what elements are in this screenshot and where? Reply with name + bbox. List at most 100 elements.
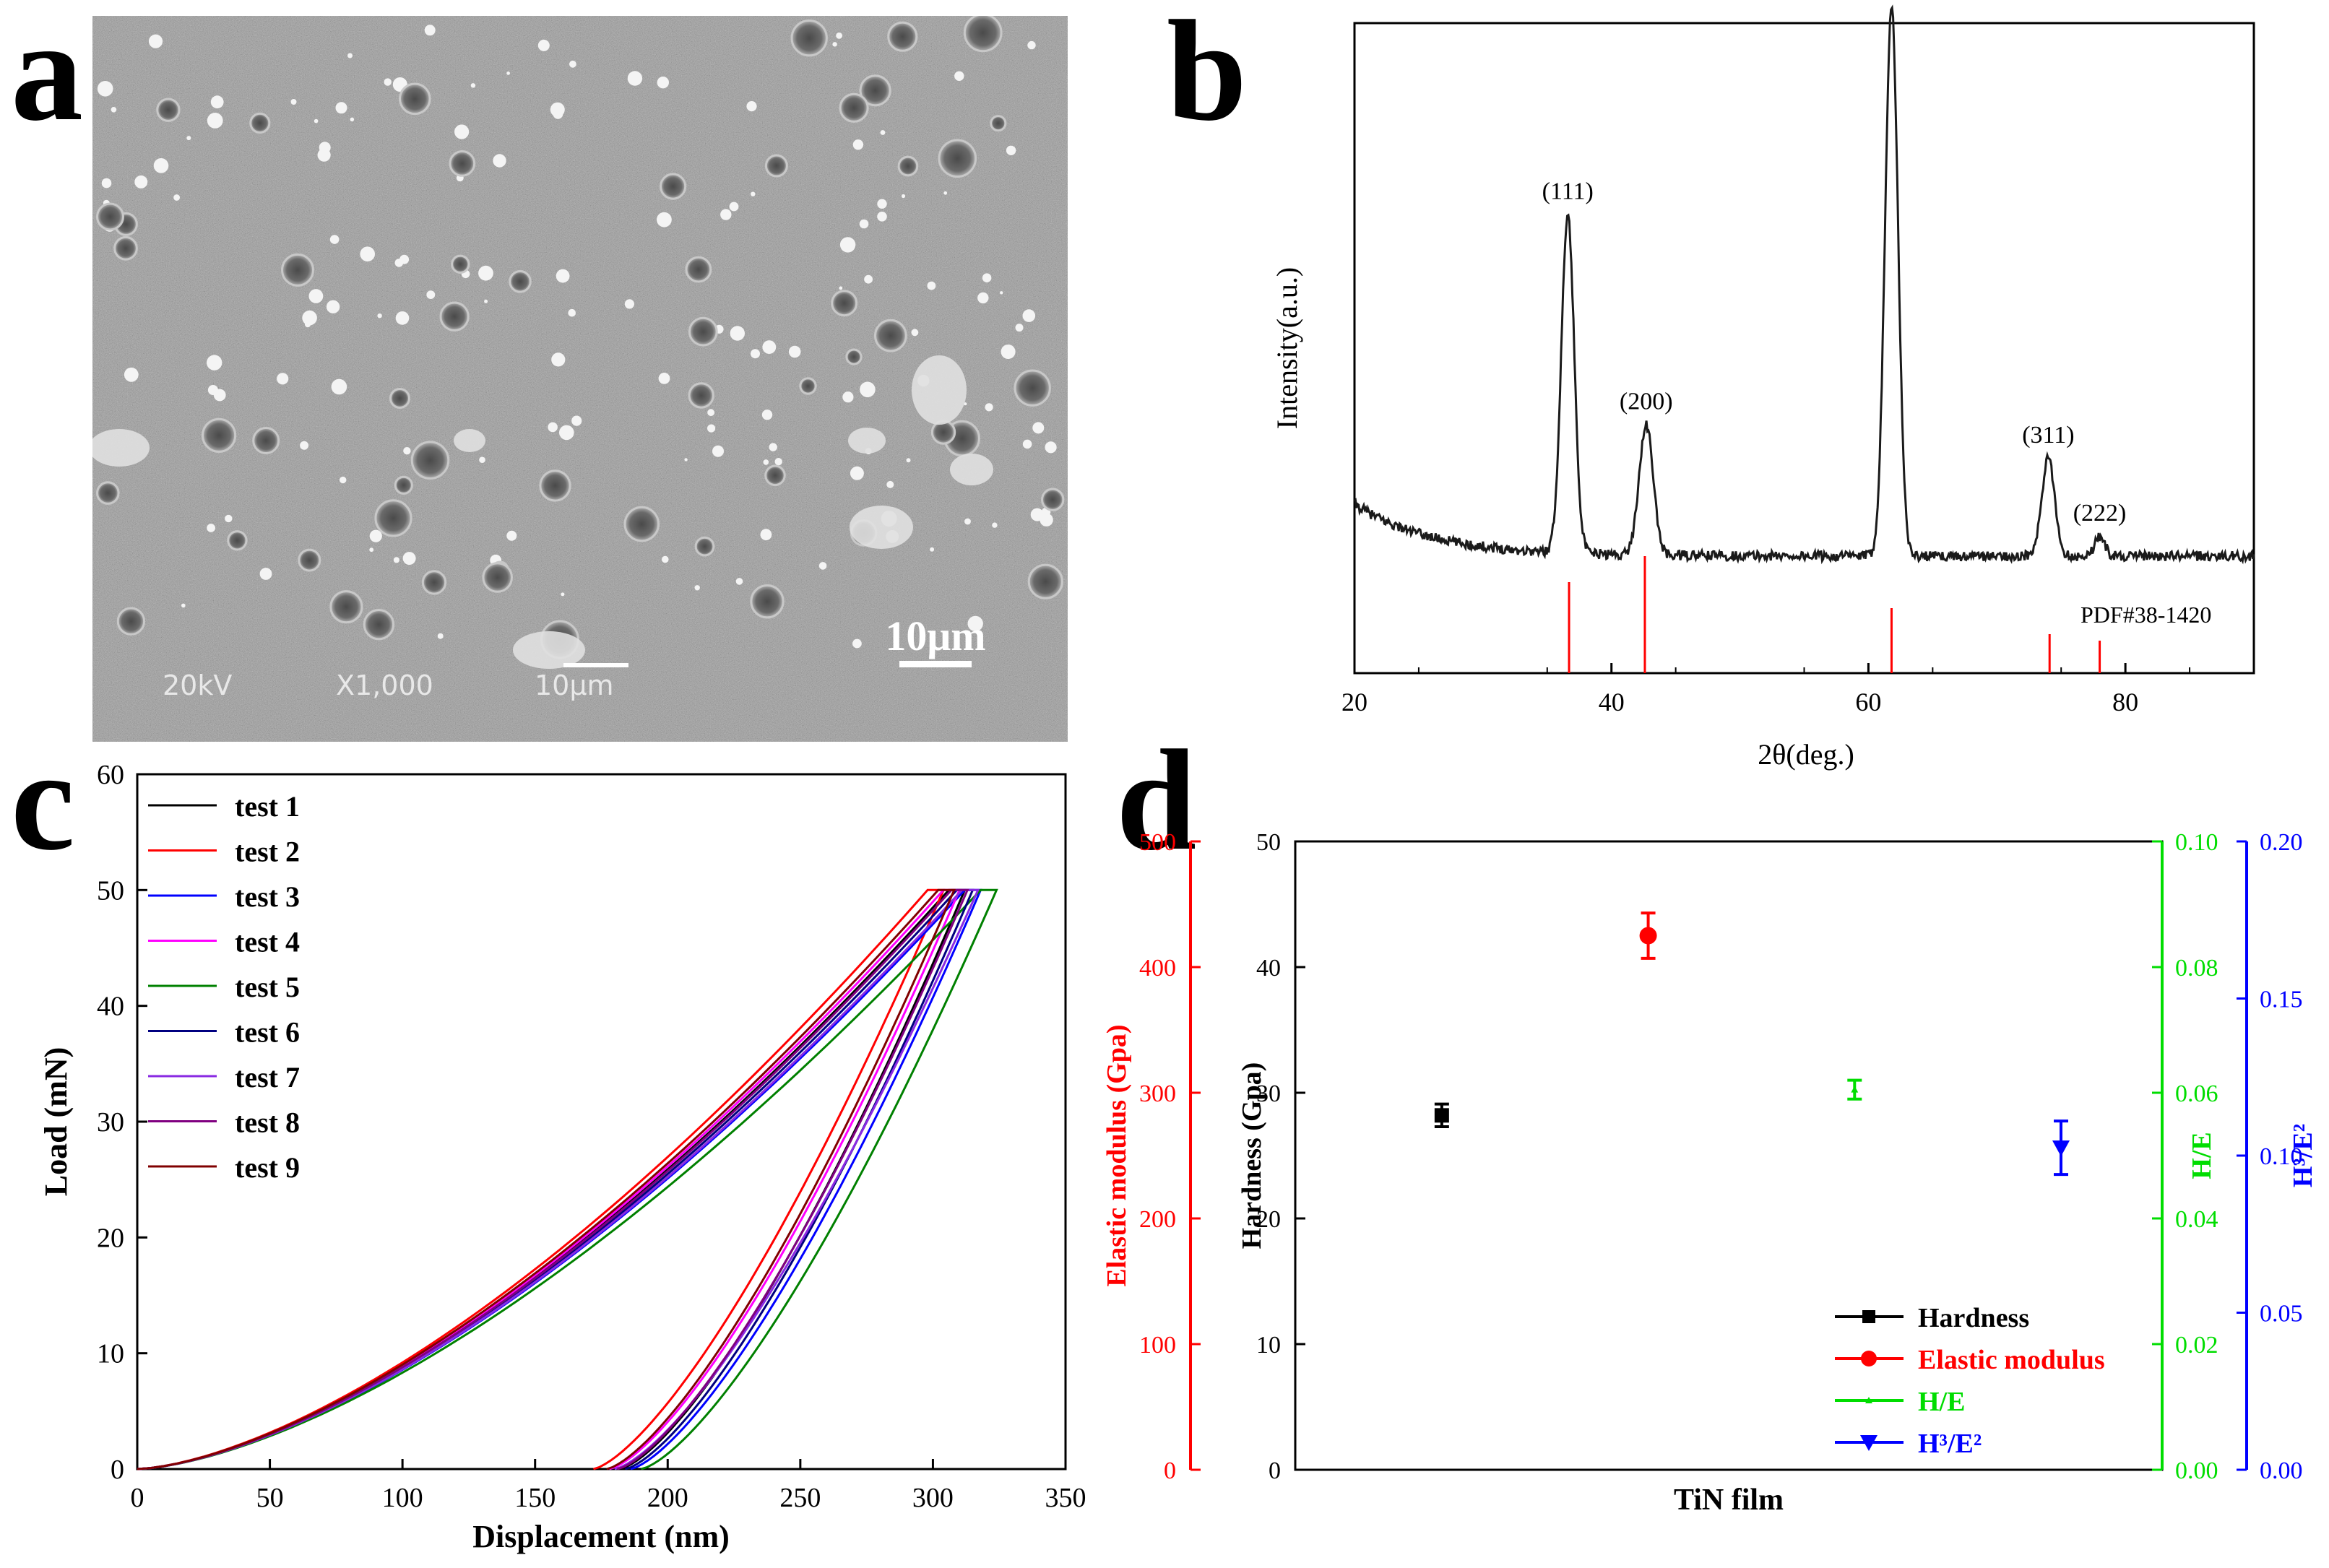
mech-legend-label: H³/E² (1918, 1429, 1982, 1459)
sem-particle (982, 273, 992, 283)
ld-x-tick-label: 0 (131, 1483, 144, 1513)
ld-x-axis-label: Displacement (nm) (472, 1519, 730, 1554)
mech-points (1434, 911, 2070, 1177)
mech-axis-tick-label: 0.15 (2260, 987, 2303, 1013)
mech-plot-frame (1294, 840, 2164, 1471)
ld-x-tick-label: 50 (256, 1483, 284, 1513)
sem-particle (730, 326, 745, 341)
sem-particle (556, 269, 570, 283)
ld-y-tick-label: 20 (97, 1223, 124, 1253)
sem-pit (859, 74, 891, 107)
sem-particle (148, 34, 163, 48)
ld-y-tick-label: 60 (97, 760, 124, 790)
ld-y-tick-label: 10 (97, 1339, 124, 1369)
mech-axes: 0 10 20 30 40 50 Hardness (Gpa) 0 100 200 300 400 50… (1102, 829, 2318, 1484)
sem-particle (852, 139, 864, 150)
sem-agglomerate (912, 355, 967, 425)
sem-particle (657, 212, 672, 228)
sem-pit (394, 475, 413, 495)
sem-particle (484, 299, 488, 303)
mech-point-he (1851, 1086, 1859, 1093)
sem-particle (402, 552, 416, 566)
mech-axis-tick-label: 40 (1256, 955, 1281, 982)
sem-particle (134, 175, 148, 189)
sem-particle (842, 391, 854, 403)
sem-particle (470, 83, 476, 88)
sem-particle (506, 72, 510, 75)
ld-legend-label: test 1 (235, 790, 300, 823)
sem-particle (394, 259, 404, 267)
mech-axis-tick-label: 0.08 (2175, 955, 2218, 982)
sem-agglomerate (850, 506, 913, 549)
sem-pit (227, 530, 248, 551)
sem-particle (720, 209, 732, 220)
panel-label-c: c (11, 721, 75, 880)
sem-particle (210, 95, 224, 109)
sem-particle (395, 311, 410, 325)
sem-pit (439, 301, 470, 332)
sem-particle (424, 25, 436, 36)
xrd-reference-lines (1568, 556, 2101, 673)
sem-particle (977, 292, 989, 304)
sem-particle (1030, 508, 1044, 521)
sem-particle (729, 202, 739, 212)
sem-particle (707, 409, 714, 417)
sem-particle (568, 308, 576, 317)
xrd-peak-label: (200) (1620, 388, 1673, 415)
sem-agglomerate (950, 454, 993, 485)
sem-particle (369, 547, 374, 553)
sem-particle (906, 458, 911, 463)
sem-particle (369, 529, 382, 542)
sem-particle (762, 340, 777, 354)
sem-particle (478, 265, 493, 281)
sem-pit (482, 562, 514, 593)
sem-particle (927, 281, 936, 290)
sem-pit (298, 548, 321, 572)
ld-ticks: 0 50 100 150 200 250 300 350 0 10 20 30 40 50 60 (97, 760, 1086, 1513)
xrd-reference-label: PDF#38-1420 (2080, 602, 2211, 628)
sem-pit (831, 290, 858, 317)
mech-legend-marker (1861, 1351, 1877, 1366)
ld-curve (137, 888, 980, 1470)
mech-point-hardness (1434, 1108, 1449, 1123)
sem-particle (751, 349, 760, 359)
mech-legend-marker (1862, 1310, 1875, 1323)
sem-pit (897, 155, 919, 177)
sem-particles (92, 16, 1065, 669)
mech-legend-marker (1865, 1397, 1872, 1403)
sem-pit (790, 20, 828, 57)
sem-texture (92, 16, 1068, 742)
mech-axis-tick-label: 0.06 (2175, 1080, 2218, 1107)
sem-pit (938, 139, 977, 178)
sem-particle (1032, 422, 1045, 434)
xrd-x-tick-label: 80 (2112, 688, 2138, 716)
ld-legend: test 1 test 2 test 3 test 4 test 5 test 6 test… (148, 790, 300, 1184)
sem-particle (259, 568, 272, 580)
sem-info-bar (563, 663, 628, 667)
sem-pit (539, 469, 571, 502)
sem-particle (1000, 291, 1003, 295)
mech-axis-tick-label: 300 (1139, 1080, 1176, 1107)
ld-legend-label: test 2 (235, 836, 300, 868)
sem-agglomerate (513, 631, 585, 669)
xrd-peak-label: (222) (2073, 500, 2127, 527)
xrd-x-tick-label: 40 (1599, 688, 1625, 716)
sem-particle (537, 39, 550, 51)
sem-pit (1014, 369, 1051, 407)
mech-axis-tick-label: 0 (1269, 1457, 1281, 1484)
sem-particle (1027, 40, 1036, 50)
sem-particle (877, 212, 887, 222)
sem-pit (688, 316, 718, 347)
xrd-pattern-line (1353, 4, 2255, 565)
sem-particle (300, 441, 309, 450)
sem-particle (839, 237, 856, 253)
sem-particle (954, 71, 964, 82)
sem-particle (153, 158, 169, 173)
sem-pit (750, 584, 785, 619)
sem-particle (506, 530, 517, 541)
xrd-peak-labels: (111)(200)(220)(311)(222) (1542, 178, 2127, 527)
sem-particle (329, 235, 340, 244)
mech-axis-tick-label: 10 (1256, 1332, 1281, 1359)
mech-legend: Hardness Elastic modulus H/E H³/E² (1835, 1303, 2105, 1459)
